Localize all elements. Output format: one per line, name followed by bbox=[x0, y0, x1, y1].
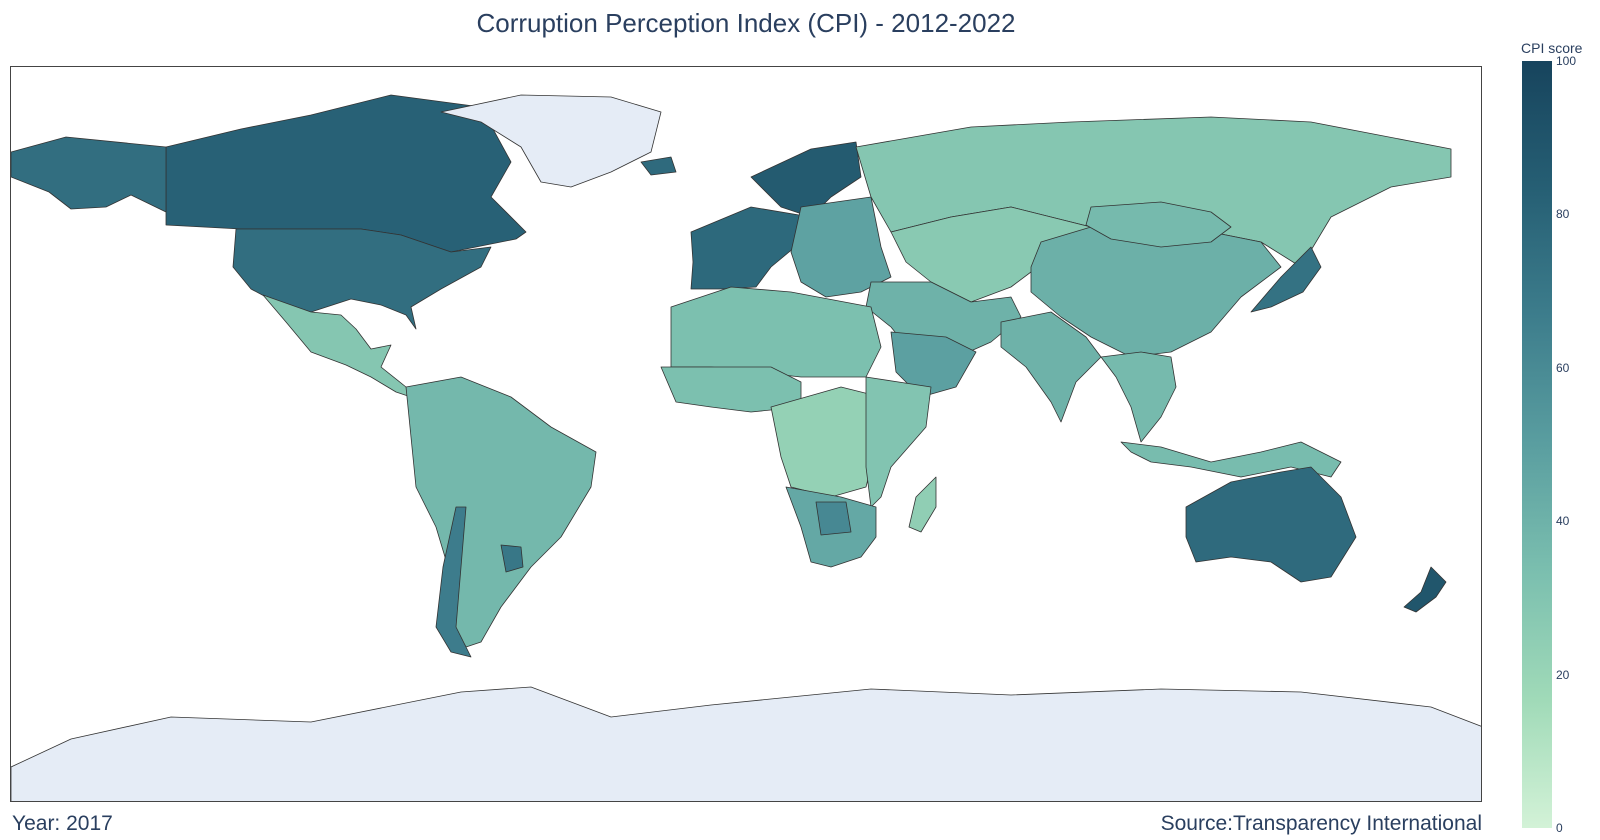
region-south-america[interactable]: South America bbox=[405, 376, 597, 648]
colorbar-tick-80: 80 bbox=[1556, 207, 1570, 222]
colorbar-tick-20: 20 bbox=[1556, 667, 1570, 682]
region-western-europe[interactable]: Western Europe bbox=[690, 206, 812, 290]
year-label: Year: 2017 bbox=[12, 812, 113, 835]
region-indonesia-png[interactable]: Indonesia & PNG bbox=[1120, 441, 1342, 478]
region-alaska[interactable]: Alaska bbox=[11, 136, 167, 213]
region-madagascar[interactable]: Madagascar bbox=[908, 476, 937, 533]
region-chile[interactable]: Chile bbox=[435, 506, 472, 658]
colorbar-tick-60: 60 bbox=[1556, 360, 1570, 375]
chart-title: Corruption Perception Index (CPI) - 2012… bbox=[476, 8, 1016, 38]
region-botswana[interactable]: Botswana bbox=[815, 501, 852, 536]
region-antarctica[interactable]: Antarctica bbox=[11, 686, 1482, 802]
region-north-africa[interactable]: North Africa bbox=[670, 286, 882, 378]
region-japan[interactable]: Japan bbox=[1250, 246, 1322, 313]
region-saudi-arabia[interactable]: Saudi Arabia bbox=[890, 331, 977, 398]
colorbar-tick-100: 100 bbox=[1556, 54, 1577, 68]
region-new-zealand[interactable]: New Zealand bbox=[1403, 566, 1447, 613]
world-map-svg[interactable]: CanadaUSAAlaskaGreenlandMexico & Central… bbox=[11, 67, 1482, 802]
region-australia[interactable]: Australia bbox=[1185, 466, 1357, 583]
region-central-africa[interactable]: Central Africa bbox=[770, 386, 882, 498]
region-southeast-asia[interactable]: Southeast Asia bbox=[1100, 351, 1177, 443]
colorbar bbox=[1522, 61, 1552, 828]
colorbar-tick-40: 40 bbox=[1556, 514, 1570, 529]
map-area[interactable]: CanadaUSAAlaskaGreenlandMexico & Central… bbox=[10, 66, 1482, 802]
region-eastern-europe[interactable]: Eastern Europe bbox=[790, 196, 892, 298]
colorbar-tick-0: 0 bbox=[1556, 821, 1563, 835]
region-iceland[interactable]: Iceland bbox=[640, 156, 677, 176]
region-uruguay[interactable]: Uruguay bbox=[500, 544, 524, 573]
region-mongolia[interactable]: Mongolia bbox=[1085, 201, 1232, 248]
colorbar-title: CPI score bbox=[1521, 40, 1583, 56]
region-scandinavia[interactable]: Scandinavia bbox=[750, 141, 862, 218]
region-east-africa[interactable]: East Africa bbox=[865, 376, 932, 508]
region-greenland[interactable]: Greenland bbox=[440, 94, 662, 188]
source-label: Source:Transparency International bbox=[1160, 812, 1482, 835]
region-india[interactable]: India bbox=[1000, 311, 1102, 423]
region-mexico-central-america[interactable]: Mexico & Central America bbox=[262, 294, 412, 398]
